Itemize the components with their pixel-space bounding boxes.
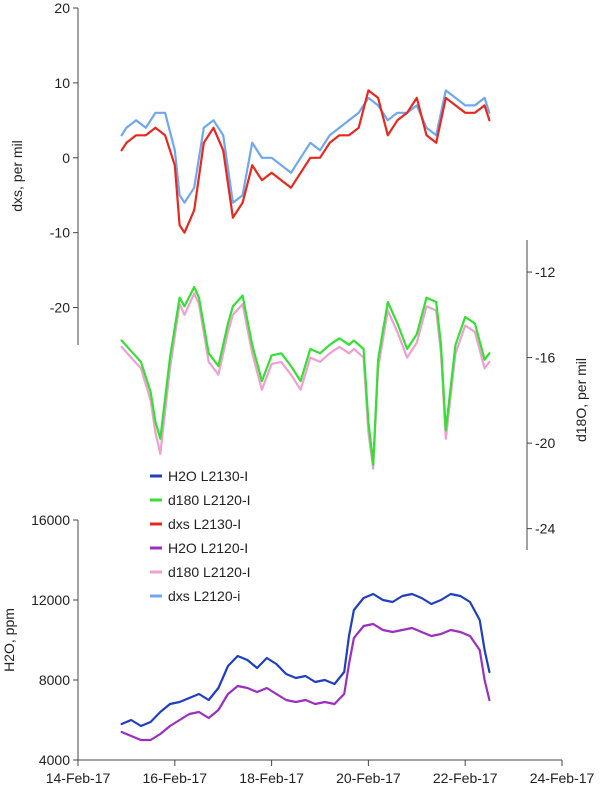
d18o-y-tick-label: -24 [535, 521, 555, 537]
x-tick-label: 22-Feb-17 [433, 770, 498, 786]
x-axis-ticks: 14-Feb-17 16-Feb-17 18-Feb-17 20-Feb-17 22-F… [46, 760, 595, 786]
legend-label: H2O L2130-I [168, 468, 248, 484]
h2o-y-tick-label: 12000 [31, 592, 70, 608]
x-tick-label: 16-Feb-17 [143, 770, 208, 786]
h2o-panel: 16000 12000 8000 4000 14-Feb-17 16-Feb-17 18-… [1, 512, 595, 786]
x-tick-label: 24-Feb-17 [530, 770, 595, 786]
legend-label: H2O L2120-I [168, 540, 248, 556]
series-line-d180-l2120-i [120, 285, 491, 466]
dxs-y-ticks: 20 10 0 -10 -20 [50, 0, 78, 316]
legend-label: d180 L2120-I [168, 564, 251, 580]
series-line-dxs-l2120-i [120, 89, 491, 204]
h2o-y-tick-label: 16000 [31, 512, 70, 528]
d18o-y-axis-title: d18O, per mil [573, 358, 589, 442]
x-tick-label: 14-Feb-17 [46, 770, 111, 786]
dxs-y-tick-label: -10 [50, 225, 70, 241]
h2o-y-ticks: 16000 12000 8000 4000 [31, 512, 78, 768]
series-line-h2o-l2130-i [120, 592, 491, 728]
d18o-panel: -12 -16 -20 -24 d18O, per mil [120, 240, 589, 550]
dxs-y-tick-label: 20 [54, 0, 70, 16]
d18o-series-group [120, 285, 491, 470]
legend-label: dxs L2130-I [168, 516, 241, 532]
dxs-y-tick-label: 0 [62, 150, 70, 166]
d18o-y-tick-label: -16 [535, 350, 555, 366]
series-line-h2o-l2120-i [120, 622, 491, 742]
h2o-y-tick-label: 4000 [39, 752, 70, 768]
d18o-y-tick-label: -20 [535, 435, 555, 451]
h2o-series-group [120, 592, 491, 742]
legend-label: d180 L2120-I [168, 492, 251, 508]
d18o-y-ticks: -12 -16 -20 -24 [527, 264, 555, 537]
h2o-y-tick-label: 8000 [39, 672, 70, 688]
legend-label: dxs L2120-i [168, 588, 240, 604]
legend: H2O L2130-I d180 L2120-I dxs L2130-I H2O L2… [150, 468, 251, 604]
dxs-panel: 20 10 0 -10 -20 dxs, per mil [9, 0, 491, 345]
h2o-y-axis-title: H2O, ppm [1, 608, 17, 672]
dxs-y-axis-title: dxs, per mil [9, 140, 25, 212]
series-line-dxs-l2130-i [120, 89, 491, 234]
d18o-y-tick-label: -12 [535, 264, 555, 280]
dxs-y-tick-label: -20 [50, 300, 70, 316]
series-line-d180-l2120-i [120, 292, 491, 470]
x-tick-label: 18-Feb-17 [239, 770, 304, 786]
dxs-y-tick-label: 10 [54, 75, 70, 91]
x-tick-label: 20-Feb-17 [336, 770, 401, 786]
dxs-series-group [120, 89, 491, 234]
